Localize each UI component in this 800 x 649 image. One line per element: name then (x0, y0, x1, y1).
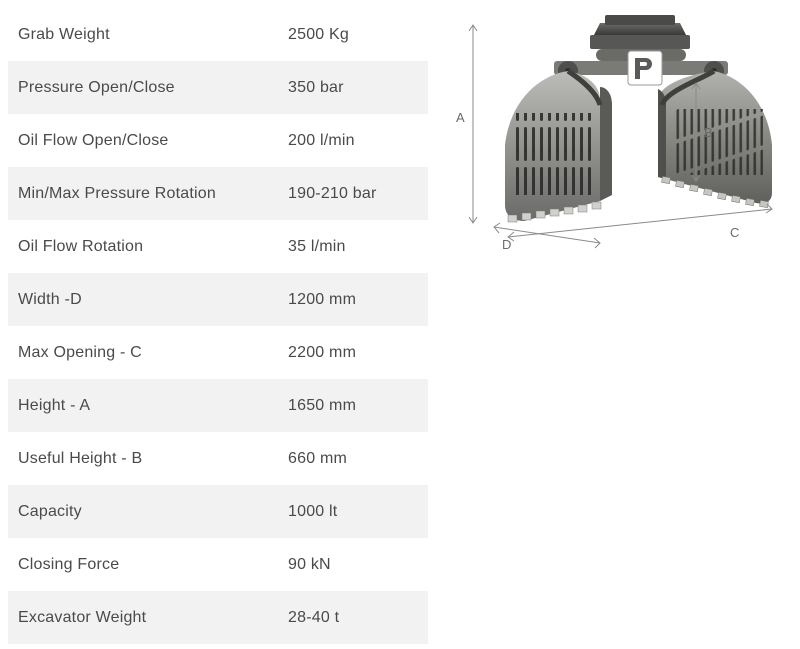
dimension-letter-a: A (456, 110, 465, 125)
spec-value: 1200 mm (288, 291, 356, 309)
spec-value: 28-40 t (288, 609, 339, 627)
table-row: Closing Force90 kN (8, 538, 428, 591)
table-row: Useful Height - B660 mm (8, 432, 428, 485)
dimension-letter-c: C (730, 225, 739, 240)
dimension-letter-d: D (502, 237, 511, 252)
spec-value: 2200 mm (288, 344, 356, 362)
spec-value: 2500 Kg (288, 26, 349, 44)
table-row: Excavator Weight28-40 t (8, 591, 428, 644)
spec-value: 1650 mm (288, 397, 356, 415)
spec-value: 200 l/min (288, 132, 355, 150)
table-row: Pressure Open/Close350 bar (8, 61, 428, 114)
table-row: Oil Flow Open/Close200 l/min (8, 114, 428, 167)
spec-label: Useful Height - B (18, 450, 288, 468)
spec-label: Height - A (18, 397, 288, 415)
spec-value: 35 l/min (288, 238, 346, 256)
spec-label: Closing Force (18, 556, 288, 574)
table-row: Max Opening - C2200 mm (8, 326, 428, 379)
spec-label: Excavator Weight (18, 609, 288, 627)
spec-value: 190-210 bar (288, 185, 377, 203)
spec-value: 1000 lt (288, 503, 337, 521)
table-row: Min/Max Pressure Rotation190-210 bar (8, 167, 428, 220)
spec-value: 660 mm (288, 450, 347, 468)
spec-label: Grab Weight (18, 26, 288, 44)
spec-label: Oil Flow Open/Close (18, 132, 288, 150)
dimension-letter-b: B (704, 125, 713, 140)
spec-label: Pressure Open/Close (18, 79, 288, 97)
spec-label: Max Opening - C (18, 344, 288, 362)
spec-value: 350 bar (288, 79, 344, 97)
spec-label: Capacity (18, 503, 288, 521)
table-row: Width -D1200 mm (8, 273, 428, 326)
spec-label: Oil Flow Rotation (18, 238, 288, 256)
spec-label: Width -D (18, 291, 288, 309)
product-diagram: A B C D (450, 5, 790, 265)
spec-value: 90 kN (288, 556, 331, 574)
table-row: Oil Flow Rotation35 l/min (8, 220, 428, 273)
spec-table: Grab Weight2500 Kg Pressure Open/Close35… (8, 8, 428, 644)
table-row: Height - A1650 mm (8, 379, 428, 432)
table-row: Grab Weight2500 Kg (8, 8, 428, 61)
table-row: Capacity1000 lt (8, 485, 428, 538)
spec-label: Min/Max Pressure Rotation (18, 185, 288, 203)
